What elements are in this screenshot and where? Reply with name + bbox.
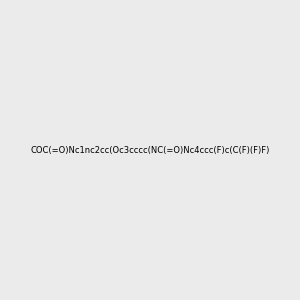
Text: COC(=O)Nc1nc2cc(Oc3cccc(NC(=O)Nc4ccc(F)c(C(F)(F)F): COC(=O)Nc1nc2cc(Oc3cccc(NC(=O)Nc4ccc(F)c…	[30, 146, 270, 154]
